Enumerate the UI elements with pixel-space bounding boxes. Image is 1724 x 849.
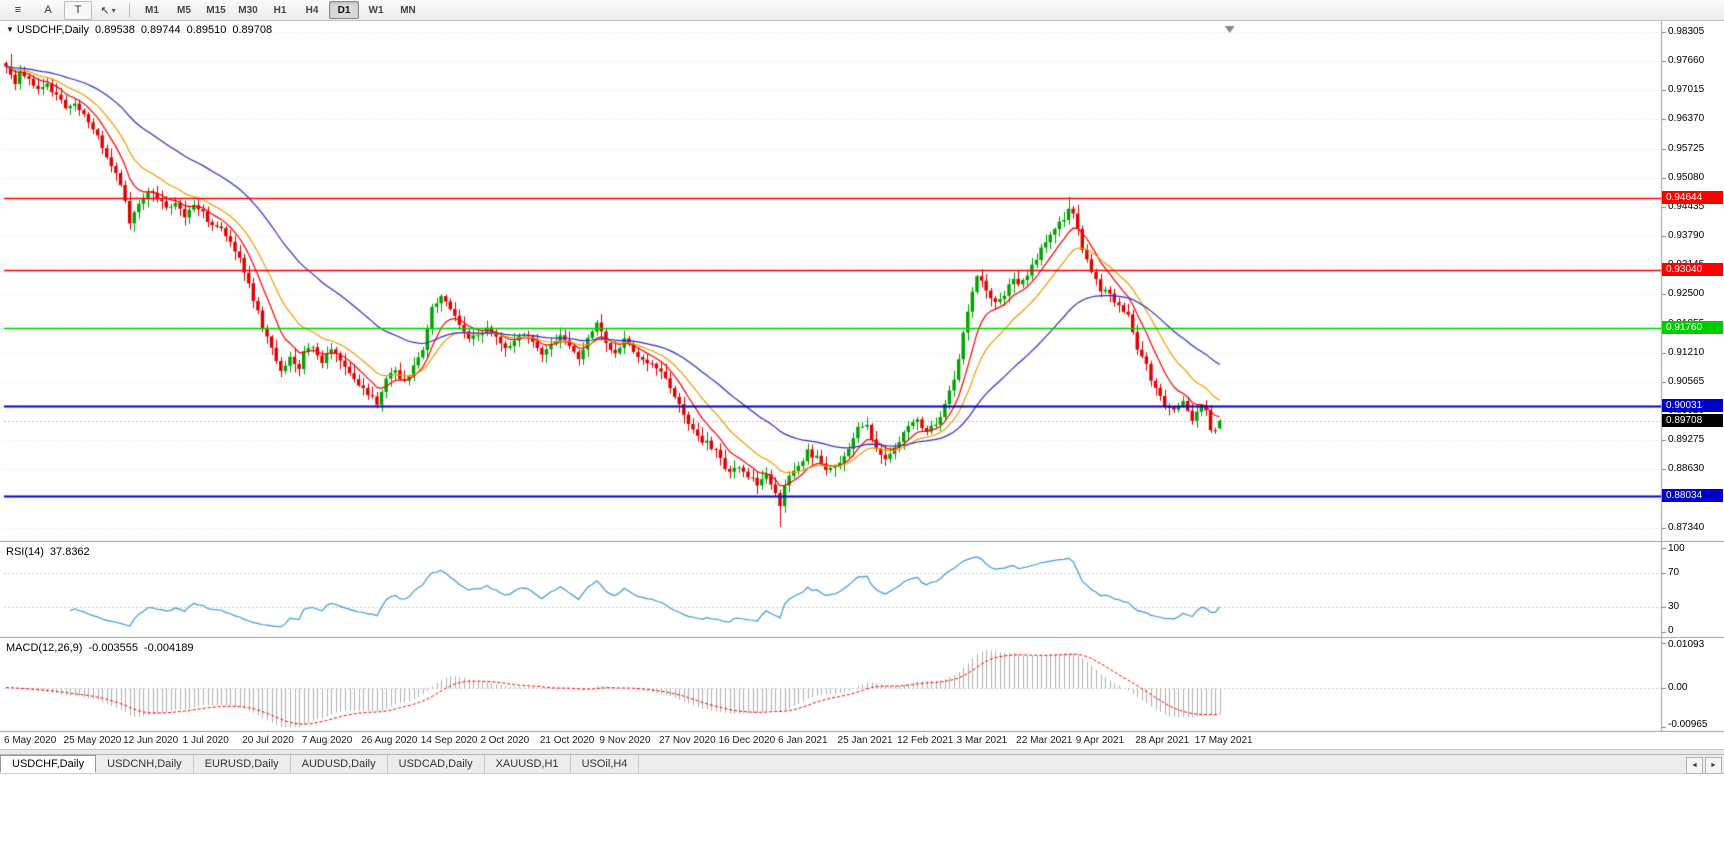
time-axis-label: 7 Aug 2020	[301, 735, 353, 746]
symbol-tab-usdchf[interactable]: USDCHF,Daily	[0, 755, 97, 773]
hline-price-tag[interactable]: 0.93040	[1662, 263, 1723, 276]
time-axis-label: 27 Nov 2020	[658, 735, 716, 746]
cursor-tool-button[interactable]: ↖ ▾	[94, 1, 122, 20]
timeframe-button-h4[interactable]: H4	[305, 4, 319, 16]
tab-scroll-controls: ◄ ►	[1686, 757, 1722, 774]
time-axis-label: 22 Mar 2021	[1016, 735, 1073, 746]
chart-window: ▼ USDCHF,Daily 0.89538 0.89744 0.89510 0.8970…	[0, 21, 1724, 732]
time-axis-label: 20 Jul 2020	[242, 735, 294, 746]
timeframe-button-d1[interactable]: D1	[329, 1, 359, 19]
timeframe-button-m30[interactable]: M30	[238, 4, 258, 16]
timeframe-button-w1[interactable]: W1	[368, 4, 384, 16]
price-chart-canvas[interactable]	[0, 21, 1724, 732]
time-axis-label: 12 Feb 2021	[897, 735, 954, 746]
window-divider	[0, 749, 1724, 754]
tab-scroll-left-button[interactable]: ◄	[1686, 757, 1703, 774]
time-axis-label: 1 Jul 2020	[182, 735, 229, 746]
time-axis-label: 16 Dec 2020	[718, 735, 776, 746]
hline-price-tag[interactable]: 0.90031	[1662, 399, 1723, 412]
time-axis-label: 12 Jun 2020	[123, 735, 179, 746]
font-tool-button[interactable]: A	[44, 4, 52, 16]
time-axis-label: 9 Apr 2021	[1075, 735, 1125, 746]
symbol-tab-eurusd[interactable]: EURUSD,Daily	[194, 755, 291, 773]
symbol-tab-usdcad[interactable]: USDCAD,Daily	[388, 755, 485, 773]
symbol-tab-bar: USDCHF,Daily USDCNH,Daily EURUSD,Daily AUDU…	[0, 754, 1724, 774]
timeframe-button-m1[interactable]: M1	[145, 4, 159, 16]
timeframe-button-group: M1 M5 M15 M30 H1 H4 D1 W1 MN	[137, 1, 423, 19]
text-tool-button[interactable]: T	[64, 0, 92, 20]
time-axis-label: 6 Jan 2021	[778, 735, 828, 746]
hline-price-tag[interactable]: 0.91760	[1662, 321, 1723, 334]
toolbar-separator	[129, 3, 130, 17]
tab-scroll-right-button[interactable]: ►	[1705, 757, 1722, 774]
time-axis-label: 28 Apr 2021	[1135, 735, 1190, 746]
toolbar-menu-icon[interactable]: ≡	[14, 4, 22, 16]
hline-price-tag[interactable]: 0.88034	[1662, 489, 1723, 502]
time-axis-label: 3 Mar 2021	[956, 735, 1008, 746]
chevron-down-icon: ▾	[111, 5, 116, 15]
time-axis-label: 17 May 2021	[1194, 735, 1253, 746]
time-axis-label: 25 Jan 2021	[837, 735, 893, 746]
hline-price-tag[interactable]: 0.94644	[1662, 191, 1723, 204]
timeframe-button-h1[interactable]: H1	[273, 4, 287, 16]
cursor-icon: ↖	[100, 4, 110, 17]
time-axis-label: 2 Oct 2020	[480, 735, 530, 746]
timeframe-button-m5[interactable]: M5	[177, 4, 191, 16]
current-price-tag: 0.89708	[1662, 414, 1723, 427]
time-axis[interactable]: 6 May 2020 25 May 2020 12 Jun 2020 1 Jul 20…	[0, 732, 1724, 749]
tabs-container: USDCHF,Daily USDCNH,Daily EURUSD,Daily AUDU…	[0, 755, 640, 773]
time-axis-label: 9 Nov 2020	[599, 735, 651, 746]
time-axis-label: 26 Aug 2020	[361, 735, 418, 746]
price-axis[interactable]	[1662, 21, 1724, 732]
time-axis-label: 14 Sep 2020	[420, 735, 478, 746]
timeframe-button-m15[interactable]: M15	[206, 4, 226, 16]
symbol-tab-usoil[interactable]: USOil,H4	[571, 755, 640, 773]
symbol-tab-usdcnh[interactable]: USDCNH,Daily	[96, 755, 194, 773]
time-axis-label: 25 May 2020	[63, 735, 122, 746]
top-toolbar: ≡ A T ↖ ▾ M1 M5 M15 M30 H1 H4 D1 W1 MN	[0, 0, 1724, 21]
symbol-tab-xauusd[interactable]: XAUUSD,H1	[485, 755, 571, 773]
symbol-tab-audusd[interactable]: AUDUSD,Daily	[291, 755, 388, 773]
timeframe-button-mn[interactable]: MN	[400, 4, 416, 16]
time-axis-label: 6 May 2020	[4, 735, 57, 746]
time-axis-label: 21 Oct 2020	[539, 735, 595, 746]
